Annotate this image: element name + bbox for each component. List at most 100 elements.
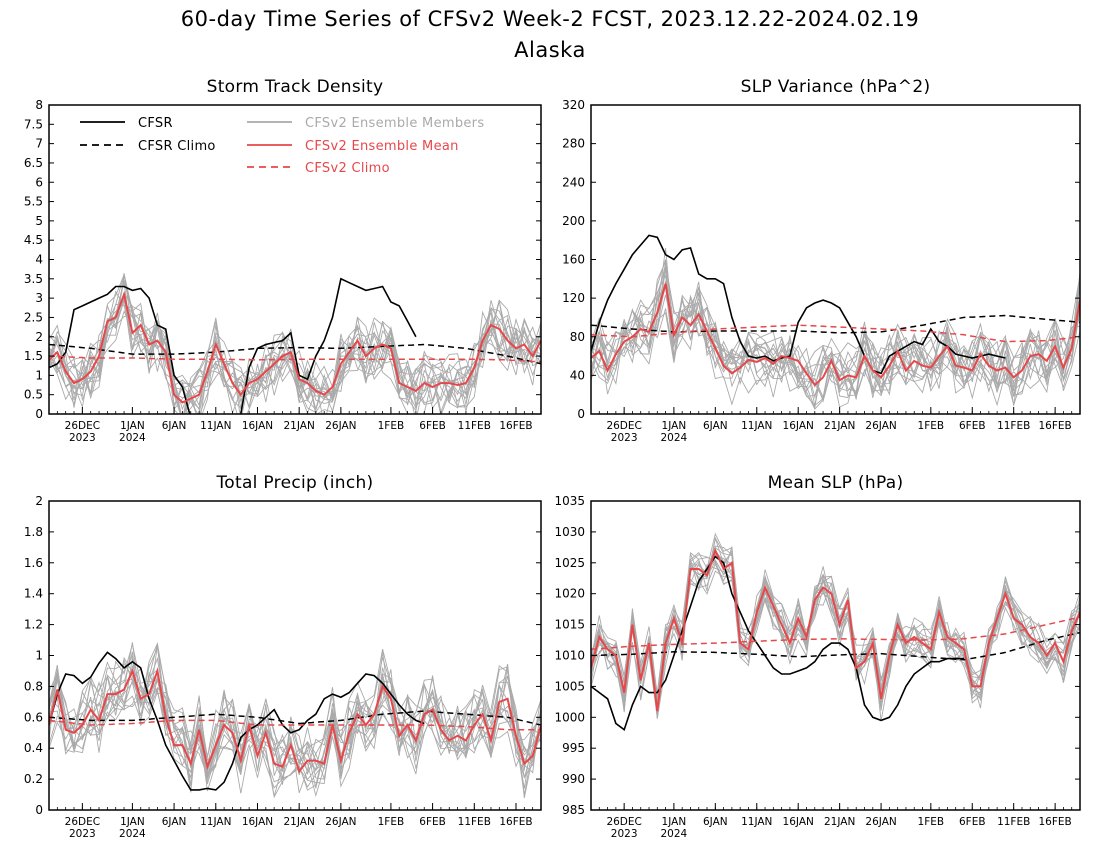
plot-area <box>49 641 541 799</box>
x-tick-label: 21JAN <box>284 816 315 828</box>
y-tick-label: 4.5 <box>24 233 43 247</box>
x-tick-label: 1FEB <box>378 816 405 828</box>
y-tick-label: 1 <box>35 649 43 663</box>
panel-1: Storm Track Density 0 0.5 1 1.5 2 2.5 3 3.5 4 4.5 5… <box>24 77 542 444</box>
y-tick-label: 0.4 <box>24 741 43 755</box>
y-tick-label: 280 <box>562 137 585 151</box>
y-tick-label: 1.2 <box>24 618 43 632</box>
x-tick-label: 1FEB <box>918 420 945 432</box>
x-tick-label: 26DEC <box>606 816 641 828</box>
y-tick-label: 1 <box>35 368 43 382</box>
x-tick-label: 1FEB <box>378 420 405 432</box>
y-tick-label: 0 <box>35 407 43 421</box>
y-tick-label: 0.5 <box>24 388 43 402</box>
y-tick-label: 4 <box>35 253 43 267</box>
panel-4: Mean SLP (hPa) 985 990 995 1000 1005 1010 1015 1… <box>554 473 1081 840</box>
ensemble-member-line <box>591 297 1080 399</box>
y-tick-label: 990 <box>562 772 585 786</box>
x-tick-label: 1FEB <box>918 816 945 828</box>
y-tick-label: 5 <box>35 214 43 228</box>
x-tick-label: 6FEB <box>959 816 986 828</box>
x-tick-label: 26JAN <box>865 816 896 828</box>
y-tick-label: 0 <box>35 803 43 817</box>
series-cfsr <box>49 277 417 414</box>
y-tick-label: 5.5 <box>24 195 43 209</box>
legend-label: CFSR <box>138 116 173 131</box>
x-tick-label: 26JAN <box>325 420 356 432</box>
series-cfsr <box>591 234 1006 375</box>
series-cfsv2-climo <box>49 719 541 731</box>
x-tick-year-label: 2024 <box>661 828 688 840</box>
legend: CFSR CFSR Climo CFSv2 Ensemble Members CFSv… <box>80 116 484 176</box>
x-tick-label: 16JAN <box>242 816 273 828</box>
x-tick-label: 6JAN <box>703 420 728 432</box>
plot-area <box>49 273 541 414</box>
series-cfsr-climo <box>49 710 541 726</box>
x-tick-label: 21JAN <box>824 420 855 432</box>
x-tick-label: 26DEC <box>65 420 100 432</box>
y-tick-label: 240 <box>562 175 585 189</box>
panel-3: Total Precip (inch) 0 0.2 0.4 0.6 0.8 1 1.2 1.4 1… <box>24 473 542 840</box>
x-tick-label: 6FEB <box>419 816 446 828</box>
y-tick-label: 0 <box>577 407 585 421</box>
y-tick-label: 40 <box>570 368 585 382</box>
x-tick-label: 1JAN <box>662 816 687 828</box>
x-tick-label: 11JAN <box>741 816 772 828</box>
y-tick-label: 0.8 <box>24 679 43 693</box>
y-tick-label: 6 <box>35 175 43 189</box>
x-tick-label: 21JAN <box>824 816 855 828</box>
y-tick-label: 1035 <box>554 494 585 508</box>
x-tick-year-label: 2023 <box>611 828 638 840</box>
ensemble-member-line <box>591 268 1080 410</box>
x-tick-label: 6FEB <box>959 420 986 432</box>
y-tick-label: 7 <box>35 137 43 151</box>
x-tick-label: 16JAN <box>242 420 273 432</box>
x-tick-label: 11JAN <box>200 816 231 828</box>
y-tick-label: 2 <box>35 330 43 344</box>
legend-label: CFSv2 Ensemble Mean <box>305 139 459 154</box>
y-tick-label: 1025 <box>554 556 585 570</box>
y-tick-label: 1.4 <box>24 587 43 601</box>
ensemble-member-line <box>591 263 1080 395</box>
x-tick-label: 6JAN <box>703 816 728 828</box>
x-tick-label: 11JAN <box>200 420 231 432</box>
x-tick-label: 6JAN <box>162 420 187 432</box>
x-tick-label: 26DEC <box>606 420 641 432</box>
x-tick-label: 6JAN <box>162 816 187 828</box>
x-tick-label: 1JAN <box>120 816 145 828</box>
ensemble-member-line <box>49 658 541 799</box>
y-tick-label: 1.6 <box>24 556 43 570</box>
x-tick-label: 21JAN <box>284 420 315 432</box>
panel-2: SLP Variance (hPa^2) 0 40 80 120 160 200 240 280… <box>562 77 1081 444</box>
x-tick-label: 6FEB <box>419 420 446 432</box>
legend-label: CFSv2 Climo <box>305 161 390 176</box>
x-tick-year-label: 2024 <box>119 828 146 840</box>
series-cfsr <box>591 555 964 732</box>
panel-title: SLP Variance (hPa^2) <box>741 77 931 97</box>
ensemble-member-line <box>49 275 541 414</box>
series-cfsv2-climo <box>591 324 1080 343</box>
y-tick-label: 995 <box>562 741 585 755</box>
series-cfsv2-ensemble-mean <box>49 290 541 404</box>
x-tick-label: 16JAN <box>783 816 814 828</box>
y-tick-label: 985 <box>562 803 585 817</box>
x-tick-label: 11FEB <box>997 420 1030 432</box>
y-tick-label: 1000 <box>554 710 585 724</box>
panel-title: Storm Track Density <box>207 77 384 97</box>
y-tick-label: 6.5 <box>24 156 43 170</box>
y-tick-label: 1.5 <box>24 349 43 363</box>
x-tick-label: 1JAN <box>662 420 687 432</box>
figure-subtitle: Alaska <box>514 38 586 62</box>
y-tick-label: 1020 <box>554 587 585 601</box>
plot-area <box>591 234 1080 410</box>
series-cfsr <box>49 651 425 791</box>
x-tick-label: 16JAN <box>783 420 814 432</box>
y-tick-label: 80 <box>570 330 585 344</box>
y-tick-label: 120 <box>562 291 585 305</box>
x-tick-year-label: 2023 <box>611 432 638 444</box>
y-tick-label: 3 <box>35 291 43 305</box>
x-tick-label: 16FEB <box>1039 420 1072 432</box>
figure-title: 60-day Time Series of CFSv2 Week-2 FCST,… <box>181 7 919 31</box>
series-cfsv2-ensemble-mean <box>591 283 1080 387</box>
x-tick-label: 16FEB <box>1039 816 1072 828</box>
